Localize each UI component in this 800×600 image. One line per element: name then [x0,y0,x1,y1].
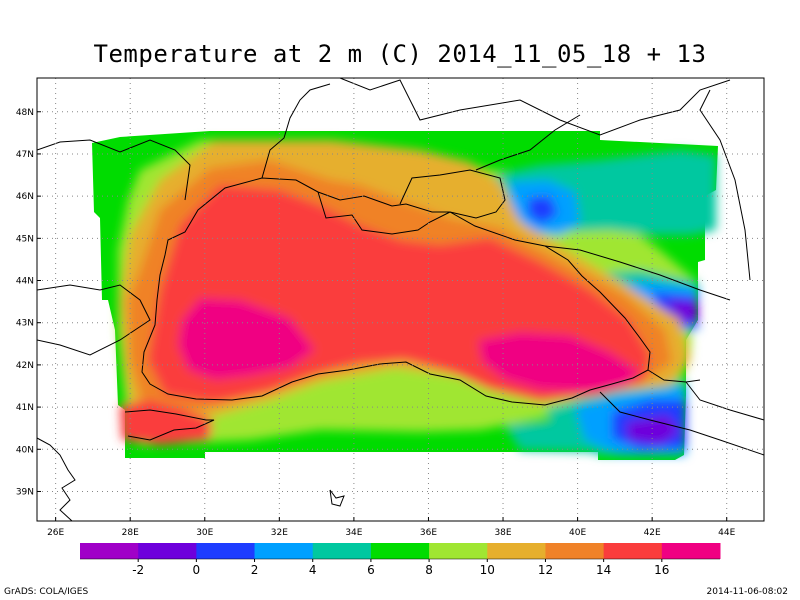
lon-tick-label: 30E [196,528,213,538]
colorbar-swatch [487,543,546,559]
zone-darkblue-north [528,196,558,224]
zone-purple-south [626,415,680,445]
credit-label: GrADS: COLA/IGES [4,587,89,597]
danube-border [37,139,191,201]
zone-teal-south-2 [505,420,600,452]
temperature-shading [92,131,718,460]
lon-tick-label: 34E [345,528,362,538]
colorbar-tick-label: 0 [193,563,201,577]
lat-tick-label: 46N [16,192,34,202]
colorbar-swatch [429,543,488,559]
lat-tick-label: 47N [16,150,34,160]
aegean-coastline [37,437,76,521]
colorbar-swatch [603,543,663,559]
south-border [599,391,764,456]
marmara-coastline [124,409,215,441]
colorbar-tick-label: 16 [654,563,669,577]
don-river [475,114,581,171]
lon-tick-label: 44E [718,528,735,538]
colorbar-swatch [80,543,139,559]
lat-tick-label: 43N [16,319,34,329]
coast-north-east [647,369,701,383]
colorbar: -2 0 2 4 6 8 10 12 14 16 [80,543,721,577]
colorbar-tick-label: 2 [251,563,259,577]
lon-tick-label: 36E [420,528,437,538]
zone-pink-west [178,298,315,380]
lat-tick-label: 44N [16,277,34,287]
colorbar-swatch [312,543,372,559]
dnieper-river [261,83,331,179]
turkey-border [685,381,764,421]
colorbar-swatch [661,543,721,559]
lat-tick-label: 48N [16,108,34,118]
chart-title: Temperature at 2 m (C) 2014_11_05_18 + 1… [93,40,707,68]
north-border [339,78,731,136]
west-border [37,284,151,356]
black-sea-coastline [141,177,651,406]
lat-tick-label: 41N [16,403,34,413]
lon-tick-label: 38E [494,528,511,538]
caucasus-border [544,245,731,301]
caspian-coast [699,89,751,281]
temperature-field [37,78,764,521]
lat-tick-label: 39N [16,487,34,497]
lon-tick-label: 32E [271,528,288,538]
colorbar-swatch [370,543,430,559]
colorbar-tick-label: 14 [596,563,611,577]
island-mark [329,489,345,507]
lon-tick-label: 26E [47,528,64,538]
lon-tick-label: 28E [122,528,139,538]
colorbar-swatch [138,543,197,559]
zone-red-west [120,400,212,445]
colorbar-tick-label: 6 [367,563,375,577]
colorbar-tick-label: -2 [132,563,144,577]
coastlines [37,78,764,521]
map-gridlines [37,78,764,521]
colorbar-swatch [545,543,605,559]
map-frame [36,77,765,522]
zone-pink-east [478,332,640,392]
lon-tick-label: 42E [644,528,661,538]
colorbar-tick-label: 4 [309,563,317,577]
longitude-axis: 26E 28E 30E 32E 34E 36E 38E 40E 42E 44E [47,517,736,538]
azov-sea-coastline [399,169,506,219]
colorbar-swatch [196,543,256,559]
lat-tick-label: 45N [16,234,34,244]
timestamp-label: 2014-11-06-08:02 [706,587,789,597]
zone-purple-east [668,300,698,322]
colorbar-swatch [254,543,314,559]
lat-tick-label: 40N [16,445,34,455]
colorbar-tick-label: 12 [538,563,553,577]
colorbar-tick-label: 8 [425,563,433,577]
latitude-axis: 39N 40N 41N 42N 43N 44N 45N 46N 47N 48N [16,108,41,497]
colorbar-tick-label: 10 [480,563,495,577]
lon-tick-label: 40E [569,528,586,538]
lat-tick-label: 42N [16,361,34,371]
